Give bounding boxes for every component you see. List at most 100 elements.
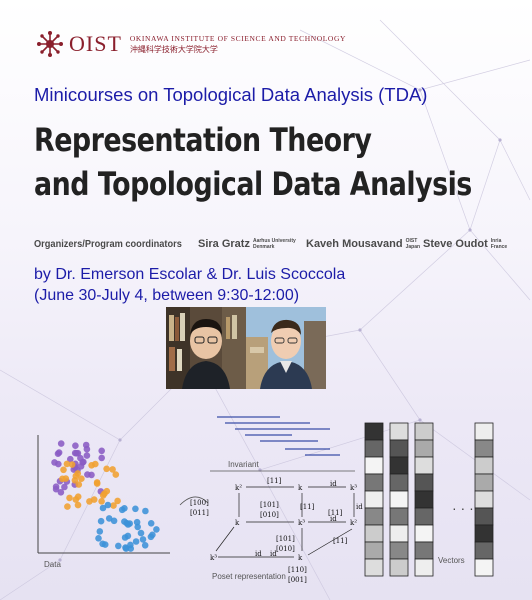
stage-arrow	[179, 496, 209, 506]
vector-cell	[474, 507, 494, 526]
logo-wordmark: OIST	[69, 31, 122, 56]
poset-matrix: [11]	[267, 477, 282, 485]
poset-representation-label: Poset representation	[212, 572, 286, 581]
vector-cell	[474, 490, 494, 509]
poset-matrix: [101]	[276, 535, 295, 543]
scatter-point	[68, 461, 76, 468]
oist-logo: OIST OKINAWA INSTITUTE OF SCIENCE AND TE…	[36, 30, 346, 58]
speakers-line: by Dr. Emerson Escolar & Dr. Luis Scocco…	[34, 266, 346, 283]
vector-cell	[414, 541, 434, 560]
data-label: Data	[44, 560, 61, 569]
vectors-label: Vectors	[438, 556, 465, 565]
scatter-point	[124, 521, 132, 528]
vector-cell	[389, 439, 409, 458]
title-line-2: and Topological Data Analysis	[34, 165, 472, 203]
scatter-point	[127, 545, 134, 552]
scatter-point	[73, 450, 80, 457]
scatter-point	[80, 458, 87, 466]
persistence-barcode	[217, 416, 340, 456]
speakers-block: by Dr. Emerson Escolar & Dr. Luis Scocco…	[34, 264, 345, 306]
vector-cell	[474, 422, 494, 441]
vector-cell	[414, 490, 434, 509]
organizer-sira-gratz: Sira Gratz Aarhus University Denmark	[198, 238, 296, 250]
vector-cell	[414, 473, 434, 492]
poset-matrix: [11]	[328, 509, 343, 517]
poset-matrix: [001]	[288, 576, 307, 584]
poset-matrix: [101]	[260, 501, 279, 509]
vector-cell	[364, 507, 384, 526]
organizer-steve-oudot: Steve Oudot Inria France	[423, 238, 507, 250]
vector-cell	[389, 558, 409, 577]
scatter-point	[101, 541, 109, 548]
scatter-point	[132, 505, 139, 513]
invariant-label: Invariant	[228, 460, 259, 469]
scatter-point	[139, 536, 147, 543]
scatter-point	[74, 501, 82, 509]
scatter-point	[55, 449, 63, 456]
scatter-point	[141, 542, 149, 549]
vector-cell	[474, 456, 494, 475]
scatter-point	[121, 505, 128, 512]
poset-arrows	[215, 486, 355, 558]
vector-cell	[414, 558, 434, 577]
vector-cell	[364, 541, 384, 560]
schedule-line: (June 30-July 4, between 9:30-12:00)	[34, 287, 300, 304]
poset-edge-label: id	[330, 515, 337, 523]
scatter-point	[52, 485, 60, 493]
vector-cell	[389, 422, 409, 441]
poset-matrix: [010]	[260, 511, 279, 519]
poset-node: k²	[350, 519, 357, 527]
scatter-point	[62, 475, 70, 482]
scatter-point	[95, 535, 102, 542]
organizer-affiliation: Inria France	[490, 238, 508, 250]
scatter-point	[132, 538, 140, 545]
oist-emblem-icon	[37, 31, 63, 57]
organizer-name: Sira Gratz	[198, 238, 250, 250]
logo-english-name: OKINAWA INSTITUTE OF SCIENCE AND TECHNOL…	[129, 34, 346, 43]
vector-cell	[389, 456, 409, 475]
scatter-point	[83, 452, 91, 459]
vector-cell	[364, 524, 384, 543]
logo-japanese-name: 沖縄科学技術大学院大学	[129, 45, 218, 54]
scatter-point	[57, 440, 65, 447]
vector-cell	[389, 507, 409, 526]
vector-cell	[414, 524, 434, 543]
vector-cell	[364, 473, 384, 492]
scatter-point	[105, 515, 113, 522]
scatter-point	[75, 481, 83, 488]
vector-cell	[414, 456, 434, 475]
scatter-point	[90, 496, 98, 503]
vector-cell	[474, 558, 494, 577]
scatter-point	[72, 496, 80, 503]
organizer-affiliation: OIST Japan	[405, 238, 421, 250]
scatter-plot: Data	[37, 435, 170, 569]
scatter-point	[96, 528, 104, 535]
vector-cell	[389, 524, 409, 543]
vector-cell	[414, 439, 434, 458]
vector-cell	[389, 541, 409, 560]
scatter-point	[103, 465, 110, 473]
scatter-point	[99, 504, 107, 512]
ellipsis: · · ·	[452, 500, 474, 516]
scatter-point	[72, 472, 80, 480]
logo-institution-name: OKINAWA INSTITUTE OF SCIENCE AND TECHNOL…	[130, 33, 346, 55]
scatter-point	[153, 526, 160, 533]
scatter-point	[115, 542, 122, 550]
scatter-point	[124, 532, 132, 540]
scatter-point	[93, 480, 101, 487]
poset-node: k	[298, 554, 303, 562]
poset-node: k³	[350, 484, 357, 492]
scatter-point	[88, 462, 95, 469]
poset-matrix: [11]	[300, 503, 315, 511]
scatter-point	[72, 442, 79, 449]
scatter-point	[110, 502, 117, 509]
poset-edge-label: id	[255, 550, 262, 558]
scatter-point	[147, 520, 155, 527]
poset-matrix: [100]	[190, 499, 209, 507]
poset-node: k³	[298, 519, 305, 527]
poset-matrix: [010]	[276, 545, 295, 553]
photo-luis-scoccola	[246, 307, 326, 389]
scatter-point	[133, 518, 141, 526]
poset-node: k³	[210, 554, 217, 562]
